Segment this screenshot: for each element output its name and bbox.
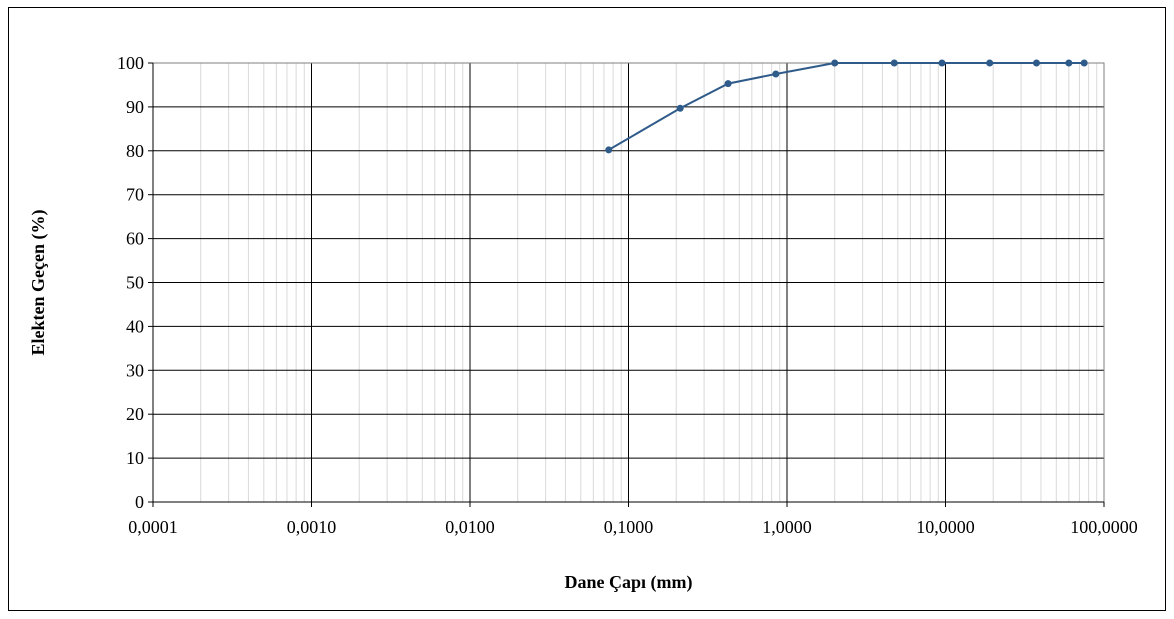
data-point bbox=[676, 104, 684, 112]
y-tick-label: 80 bbox=[126, 141, 144, 161]
data-point bbox=[938, 59, 946, 67]
x-axis-title: Dane Çapı (mm) bbox=[565, 572, 693, 593]
x-tick-labels: 0,0001 0,0010 0,0100 0,1000 1,0000 10,0000 100… bbox=[128, 517, 1138, 537]
data-point bbox=[1065, 59, 1073, 67]
y-tick-label: 50 bbox=[126, 273, 144, 293]
data-point bbox=[1080, 59, 1088, 67]
y-tick-label: 0 bbox=[135, 492, 144, 512]
data-point bbox=[724, 80, 732, 88]
x-tick-label: 0,1000 bbox=[604, 517, 654, 537]
x-tick-label: 1,0000 bbox=[762, 517, 812, 537]
y-tick-label: 70 bbox=[126, 185, 144, 205]
y-axis-title: Elekten Geçen (%) bbox=[28, 210, 49, 356]
data-point bbox=[831, 59, 839, 67]
data-point bbox=[986, 59, 994, 67]
data-point bbox=[772, 70, 780, 78]
x-tick-label: 100,0000 bbox=[1070, 517, 1138, 537]
y-tick-label: 10 bbox=[126, 448, 144, 468]
x-tick-label: 0,0001 bbox=[128, 517, 178, 537]
y-tick-label: 60 bbox=[126, 229, 144, 249]
y-tick-label: 40 bbox=[126, 316, 144, 336]
data-series bbox=[605, 59, 1088, 154]
y-tick-label: 20 bbox=[126, 404, 144, 424]
data-point bbox=[890, 59, 898, 67]
x-tick-label: 0,0010 bbox=[287, 517, 337, 537]
y-tick-label: 30 bbox=[126, 360, 144, 380]
axes bbox=[148, 62, 1105, 507]
x-tick-label: 0,0100 bbox=[445, 517, 495, 537]
y-tick-label: 100 bbox=[117, 53, 144, 73]
data-point bbox=[1032, 59, 1040, 67]
data-point bbox=[605, 146, 613, 154]
y-tick-label: 90 bbox=[126, 97, 144, 117]
y-tick-labels: 0 10 20 30 40 50 60 70 80 90 100 bbox=[117, 53, 144, 512]
x-tick-label: 10,0000 bbox=[916, 517, 975, 537]
